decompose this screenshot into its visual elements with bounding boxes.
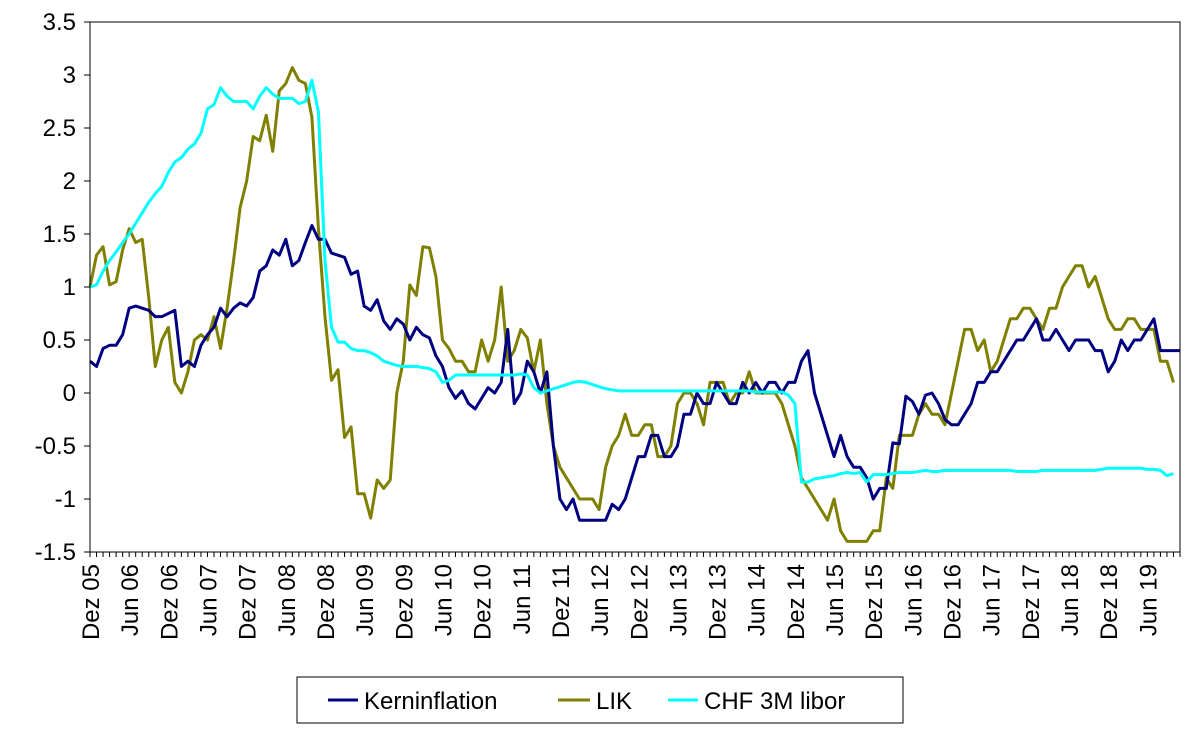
y-tick-label: 1: [63, 274, 76, 301]
x-tick-label: Dez 10: [470, 564, 497, 640]
y-tick-label: 2: [63, 168, 76, 195]
series-line-lik: [88, 66, 1175, 543]
y-tick-label: 3.5: [43, 9, 76, 36]
legend-label: LIK: [596, 688, 632, 715]
x-tick-label: Jun 12: [587, 564, 614, 636]
x-tick-label: Dez 05: [78, 564, 105, 640]
plot-frame: [89, 21, 1181, 553]
x-tick-label: Dez 11: [548, 564, 575, 638]
x-tick-label: Jun 08: [274, 564, 301, 636]
y-tick-label: -0.5: [35, 433, 76, 460]
series-line-kerninflation: [89, 224, 1180, 522]
x-tick-label: Dez 15: [861, 564, 888, 640]
legend-label: CHF 3M libor: [704, 688, 845, 715]
legend-box: [296, 676, 904, 724]
y-tick-label: 0.5: [43, 327, 76, 354]
y-tick-label: 3: [63, 62, 76, 89]
x-tick-label: Dez 08: [313, 564, 340, 640]
x-tick-label: Jun 17: [979, 564, 1006, 636]
x-tick-label: Dez 06: [156, 564, 183, 640]
series-lines: [88, 66, 1180, 543]
x-tick-label: Jun 15: [822, 564, 849, 636]
x-tick-label: Dez 14: [783, 564, 810, 640]
y-tick-label: 1.5: [43, 221, 76, 248]
x-tick-label: Jun 18: [1057, 564, 1084, 636]
x-tick-label: Dez 17: [1018, 564, 1045, 640]
x-tick-label: Jun 06: [117, 564, 144, 636]
y-tick-label: 0: [63, 380, 76, 407]
x-tick-label: Jun 11: [509, 564, 536, 634]
x-tick-label: Dez 09: [391, 564, 418, 640]
x-axis-ticks: Dez 05 Jun 06 Dez 06 Jun 07 Dez 07 Jun 08 Dez …: [78, 552, 1181, 640]
legend: Kerninflation LIK CHF 3M libor: [296, 676, 904, 724]
x-tick-label: Jun 14: [744, 564, 771, 636]
y-axis-ticks: 3.5 3 2.5 2 1.5 1 0.5 0 -0.5 -1 -1.5: [35, 9, 90, 566]
x-tick-label: Jun 07: [195, 564, 222, 636]
x-tick-label: Jun 10: [430, 564, 457, 636]
x-tick-label: Jun 19: [1135, 564, 1162, 636]
y-tick-label: -1: [55, 486, 76, 513]
series-line-chf-3m-libor: [89, 78, 1174, 484]
legend-label: Kerninflation: [364, 688, 497, 715]
x-tick-label: Dez 12: [626, 564, 653, 640]
x-tick-label: Jun 13: [665, 564, 692, 636]
x-tick-label: Dez 16: [940, 564, 967, 640]
y-tick-label: 2.5: [43, 115, 76, 142]
x-tick-label: Dez 13: [705, 564, 732, 640]
x-tick-label: Dez 18: [1096, 564, 1123, 640]
x-tick-label: Dez 07: [235, 564, 262, 640]
x-tick-label: Jun 09: [352, 564, 379, 636]
x-tick-label: Jun 16: [900, 564, 927, 636]
y-tick-label: -1.5: [35, 539, 76, 566]
